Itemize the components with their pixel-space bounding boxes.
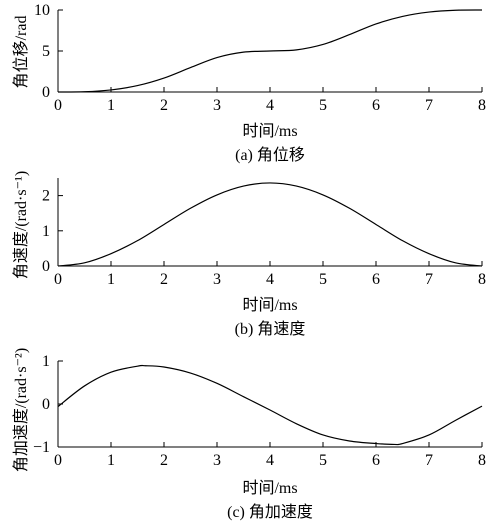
panel-b-xlabel: 时间/ms bbox=[242, 296, 297, 314]
panel-a-y-tick-label: 0 bbox=[42, 84, 50, 101]
panel-a-series-line bbox=[57, 9, 483, 93]
panel-a-x-tick-label: 6 bbox=[372, 97, 380, 114]
panel-c-caption: (c) 角加速度 bbox=[227, 503, 313, 521]
panel-a-x-tick-label: 0 bbox=[54, 97, 62, 114]
panel-b-x-tick-label: 2 bbox=[160, 271, 168, 288]
panel-c-y-tick-label: 0 bbox=[42, 396, 50, 413]
panel-b-x-tick-label: 0 bbox=[54, 271, 62, 288]
panel-a-ylabel: 角位移/rad bbox=[12, 16, 30, 89]
panel-angular-velocity: 0 1 2 3 4 5 6 7 8 0 1 2 时间/ms 角速度/(rad·s⁻¹) (b) 角速度 bbox=[12, 171, 486, 338]
panel-b-y-tick-label: 1 bbox=[42, 223, 50, 240]
panel-c-x-tick-label: 5 bbox=[319, 452, 327, 469]
panel-c-series-line bbox=[57, 364, 483, 446]
panel-angular-acceleration: 0 1 2 3 4 5 6 7 8−101 时间/ms 角加速度/(rad·s⁻²) (c) 角… bbox=[12, 348, 486, 521]
panel-c-x-tick-label: 4 bbox=[266, 452, 274, 469]
panel-c-ylabel: 角加速度/(rad·s⁻²) bbox=[12, 348, 30, 472]
panel-angular-displacement: 0 1 2 3 4 5 6 7 8 0 5 10 时间/ms 角位移/rad (a) 角位移 bbox=[12, 2, 486, 164]
panel-c-x-tick-label: 7 bbox=[425, 452, 433, 469]
panel-a-x-tick-label: 4 bbox=[266, 97, 274, 114]
panel-b-series-line bbox=[57, 182, 483, 267]
panel-b-ylabel: 角速度/(rad·s⁻¹) bbox=[12, 171, 30, 279]
panel-b-x-tick-label: 6 bbox=[372, 271, 380, 288]
panel-c-x-tick-label: 1 bbox=[107, 452, 115, 469]
panel-b-x-tick-label: 1 bbox=[107, 271, 115, 288]
panel-a-xlabel: 时间/ms bbox=[242, 122, 297, 140]
panel-a-x-tick-label: 5 bbox=[319, 97, 327, 114]
panel-c-x-tick-label: 0 bbox=[54, 452, 62, 469]
panel-c-marks: 0 1 2 3 4 5 6 7 8−101 bbox=[33, 353, 486, 469]
panel-b-y-tick-label: 2 bbox=[42, 188, 50, 205]
panel-b-x-tick-label: 5 bbox=[319, 271, 327, 288]
panel-a-x-tick-label: 1 bbox=[107, 97, 115, 114]
panel-b-marks: 0 1 2 3 4 5 6 7 8 0 1 2 bbox=[42, 178, 486, 288]
panel-b-y-tick-label: 0 bbox=[42, 258, 50, 275]
panel-b-x-tick-label: 8 bbox=[478, 271, 486, 288]
panel-a-x-tick-label: 7 bbox=[425, 97, 433, 114]
panel-c-x-tick-label: 6 bbox=[372, 452, 380, 469]
panel-b-x-tick-label: 4 bbox=[266, 271, 274, 288]
panel-a-x-tick-label: 8 bbox=[478, 97, 486, 114]
panel-a-caption: (a) 角位移 bbox=[235, 146, 305, 164]
panel-c-x-tick-label: 2 bbox=[160, 452, 168, 469]
panel-c-xlabel: 时间/ms bbox=[242, 479, 297, 497]
panel-a-marks: 0 1 2 3 4 5 6 7 8 0 5 10 bbox=[34, 2, 486, 114]
panel-a-x-tick-label: 3 bbox=[213, 97, 221, 114]
panel-a-y-tick-label: 10 bbox=[34, 2, 50, 19]
panel-b-x-tick-label: 3 bbox=[213, 271, 221, 288]
panel-c-x-tick-label: 8 bbox=[478, 452, 486, 469]
panel-b-x-tick-label: 7 bbox=[425, 271, 433, 288]
panel-b-caption: (b) 角速度 bbox=[235, 320, 306, 338]
panel-c-y-tick-label: 1 bbox=[42, 353, 50, 370]
panel-c-y-tick-label: −1 bbox=[33, 439, 50, 456]
panel-a-y-tick-label: 5 bbox=[42, 43, 50, 60]
panel-a-x-tick-label: 2 bbox=[160, 97, 168, 114]
panel-c-x-tick-label: 3 bbox=[213, 452, 221, 469]
